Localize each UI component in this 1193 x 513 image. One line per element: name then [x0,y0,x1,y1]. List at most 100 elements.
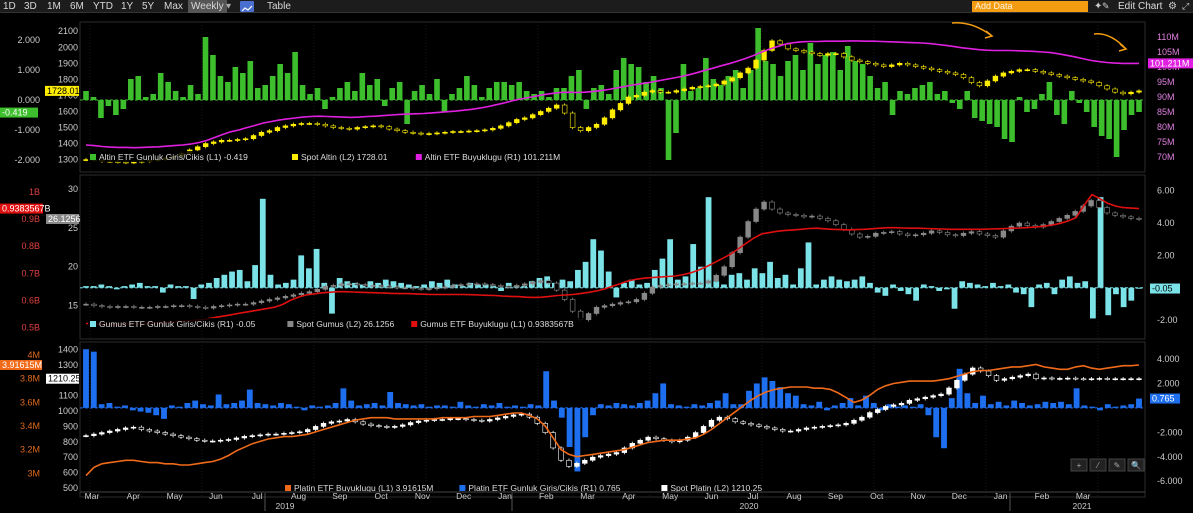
flow-bar [543,371,550,408]
candle-body [530,114,536,119]
left-flow-tick: 1.000 [17,65,40,75]
pencil-icon[interactable]: ✎ [1102,1,1110,11]
flow-bar [223,404,230,408]
flow-bar [917,404,924,408]
legend-bg [659,482,784,493]
candle-body [857,233,863,238]
flow-bar [613,287,620,298]
flow-bar [363,404,370,408]
candle-body [298,123,305,125]
candle-body [740,421,746,424]
left-price-tick: 500 [63,483,78,493]
candle-body [122,427,129,430]
flow-bar [441,405,448,408]
candle-body [360,421,366,425]
flow-bar [613,70,620,100]
legend-bg [409,318,585,329]
candle-body [865,61,871,64]
panel-frame [79,21,1146,173]
settings-icon[interactable]: ⚙ [1168,1,1177,12]
flow-bar [815,64,821,100]
flow-bar [620,58,627,100]
flow-bar [576,70,582,100]
candle-body [673,90,680,93]
flow-bar [995,401,1002,408]
candle-body [281,433,287,435]
flow-bar [206,282,212,288]
flow-bar [479,97,485,100]
flow-bar [161,407,167,419]
flow-bar [652,393,659,408]
candle-body [873,232,879,237]
flow-bar [636,403,643,408]
flow-bar [496,403,503,408]
left-size-tick: 3.4M [20,421,40,431]
edit-chart-button[interactable]: Edit Chart [1118,1,1163,12]
range-1y-button[interactable]: 1Y [121,1,134,12]
candle-body [732,418,738,423]
range-1m-button[interactable]: 1M [47,1,61,12]
flow-bar [1065,404,1072,408]
candle-body [194,306,201,308]
range-3d-button[interactable]: 3D [24,1,37,12]
candle-body [809,51,815,54]
range-6m-button[interactable]: 6M [70,1,84,12]
candle-body [1112,88,1118,93]
plat-size-tag-bg [0,360,42,371]
candle-body [841,53,847,58]
period-dropdown-icon[interactable]: ▾ [226,1,232,12]
star-icon[interactable]: ✦ [1094,1,1103,12]
candle-body [912,64,919,67]
candle-body [490,284,496,286]
flow-bar [231,403,238,408]
candle-body [665,91,672,94]
table-button[interactable]: Table [267,1,291,12]
candle-body [574,463,580,467]
candle-body [825,53,831,56]
add-data-input[interactable]: Add Data [972,1,1088,12]
candle-body [665,284,672,286]
size-line [85,363,1140,477]
flow-bar [135,76,142,100]
range-max-button[interactable]: Max [164,1,183,12]
candle-body [833,220,839,225]
flow-bar [683,406,690,408]
candle-body [455,418,461,421]
flow-bar [942,91,948,100]
range-1d-button[interactable]: 1D [3,1,16,12]
flow-bar [83,91,89,100]
candle-body [801,50,807,53]
expand-icon[interactable]: ⤢ [1182,1,1190,11]
candle-body [1104,378,1111,380]
candle-body [274,127,281,131]
candle-body [139,306,145,309]
candle-body [439,419,445,421]
flow-bar [1128,287,1135,301]
flow-bar [1059,279,1066,288]
flow-bar [398,282,405,288]
zoom-tools[interactable]: + ⁄ ✎ 🔍 [1070,458,1145,472]
month-label: Nov [910,491,926,501]
range-5y-button[interactable]: 5Y [142,1,155,12]
flow-bar [1113,100,1120,157]
flow-bar [890,284,896,288]
candle-body [426,133,432,135]
candle-body [944,71,951,74]
flow-bar [301,407,308,411]
flow-bar [770,64,776,100]
candle-body [761,201,767,210]
flow-bar [730,404,737,408]
candle-body [835,424,841,427]
flow-bar [920,284,927,288]
flow-bar [546,97,552,100]
candle-body [234,139,241,141]
candle-body [510,414,517,417]
flow-bar [421,284,428,288]
line-chart-icon[interactable] [240,1,254,12]
range-ytd-button[interactable]: YTD [93,1,113,12]
candle-body [920,66,927,69]
flow-bar [465,405,472,408]
left-price-tick: 15 [68,301,78,311]
candle-body [984,233,991,236]
period-select[interactable]: Weekly [188,0,227,13]
